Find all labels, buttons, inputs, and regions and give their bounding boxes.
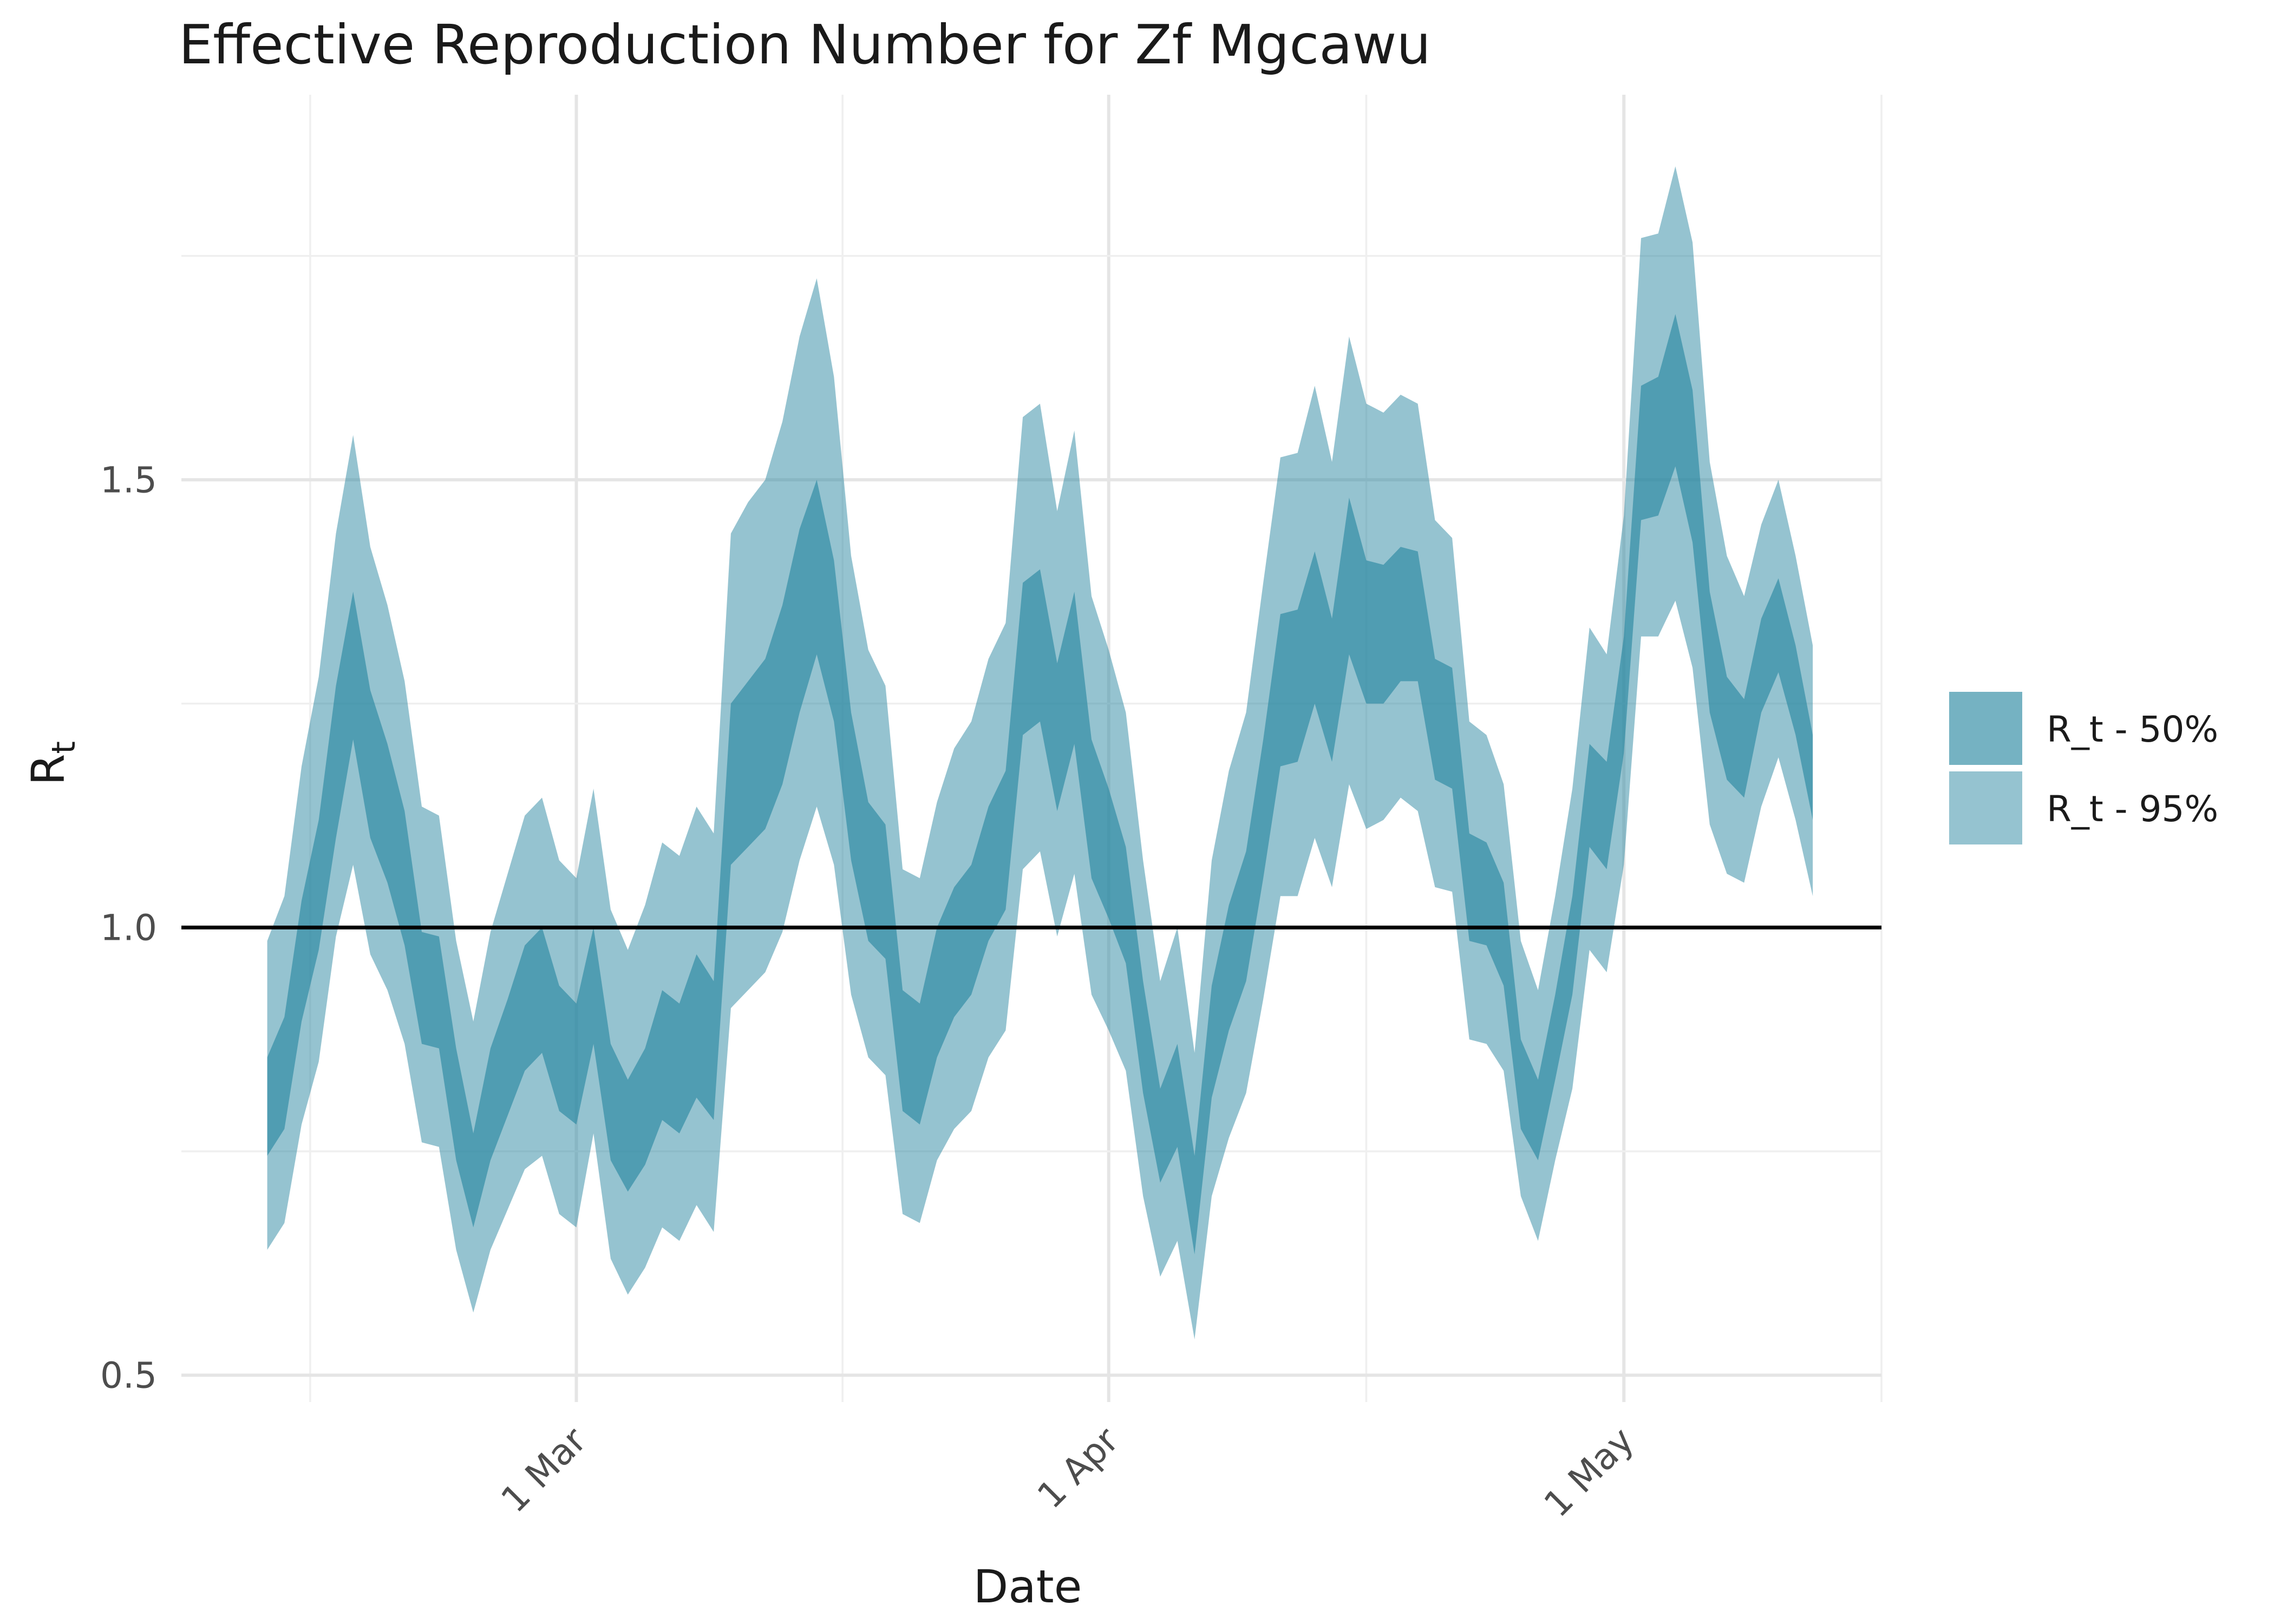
legend-swatch-50 (1949, 692, 2022, 765)
rt-bands (267, 166, 1813, 1340)
rt-95-band (267, 166, 1813, 1340)
y-axis-title-main: R (22, 754, 75, 785)
y-tick-label-2: 1.5 (100, 459, 157, 501)
legend-label-50: R_t - 50% (2047, 709, 2218, 750)
y-axis-title-subscript: t (45, 741, 83, 754)
y-axis-ticks: 0.5 1.0 1.5 (100, 459, 157, 1396)
chart-title: Effective Reproduction Number for Zf Mgc… (179, 13, 1431, 76)
legend: R_t - 50% R_t - 95% (1949, 692, 2218, 844)
x-tick-label-2: 1 May (1536, 1419, 1642, 1525)
x-tick-label-1: 1 Apr (1029, 1419, 1127, 1516)
x-tick-label-0: 1 Mar (493, 1419, 595, 1521)
legend-swatch-95 (1949, 771, 2022, 844)
y-tick-label-0: 0.5 (100, 1354, 157, 1396)
x-axis-title: Date (973, 1560, 1082, 1613)
x-axis-ticks: 1 Mar 1 Apr 1 May (493, 1419, 1642, 1525)
y-axis-title: Rt (22, 741, 83, 785)
legend-label-95: R_t - 95% (2047, 788, 2218, 830)
rt-50-band (267, 314, 1813, 1255)
y-tick-label-1: 1.0 (100, 907, 157, 948)
